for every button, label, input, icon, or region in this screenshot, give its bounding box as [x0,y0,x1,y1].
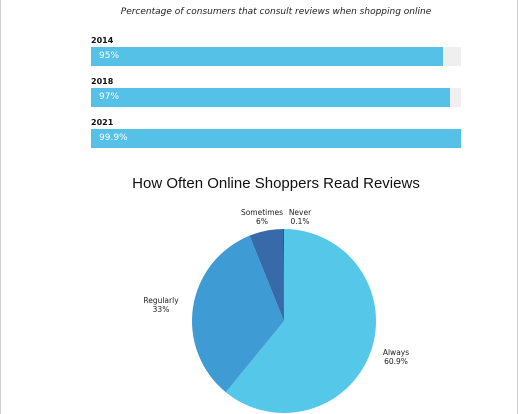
bar-value-label: 99.9% [99,133,128,143]
bar-year-label: 2021 [91,118,114,127]
pie-label-name: Sometimes [240,208,284,217]
pie-label-name: Always [382,348,410,357]
bar-year-label: 2014 [91,36,114,45]
bar-group-2021: 2021 99.9% [91,118,461,148]
bar-fill [91,129,461,148]
bar-value-label: 95% [99,51,120,61]
pie-label-value: 6% [256,217,268,226]
pie-label-name: Regularly [143,296,179,305]
frame-left-border [0,0,1,414]
bar-group-2018: 2018 97% [91,77,461,107]
bar-chart-title: Percentage of consumers that consult rev… [120,7,432,17]
pie-slice-never [283,229,284,321]
bar-fill [91,47,443,66]
bar-year-label: 2018 [91,77,114,86]
bar-group-2014: 2014 95% [91,36,461,66]
pie-label-value: 60.9% [384,357,408,366]
pie-label-regularly: Regularly 33% [134,296,188,314]
bar-track: 97% [91,88,461,107]
bar-track: 95% [91,47,461,66]
pie-slice-regularly [192,235,284,393]
bar-value-label: 97% [99,92,120,102]
pie-label-name: Never [288,208,312,217]
pie-label-value: 0.1% [290,217,310,226]
pie-label-always: Always 60.9% [373,348,419,366]
pie-label-never: Never 0.1% [284,208,316,226]
bar-fill [91,88,450,107]
pie-slice-sometimes [249,229,284,321]
bar-track: 99.9% [91,129,461,148]
pie-label-sometimes: Sometimes 6% [235,208,289,226]
pie-slice-always [225,229,377,413]
pie-chart-title: How Often Online Shoppers Read Reviews [132,175,420,192]
pie-label-value: 33% [152,305,170,314]
